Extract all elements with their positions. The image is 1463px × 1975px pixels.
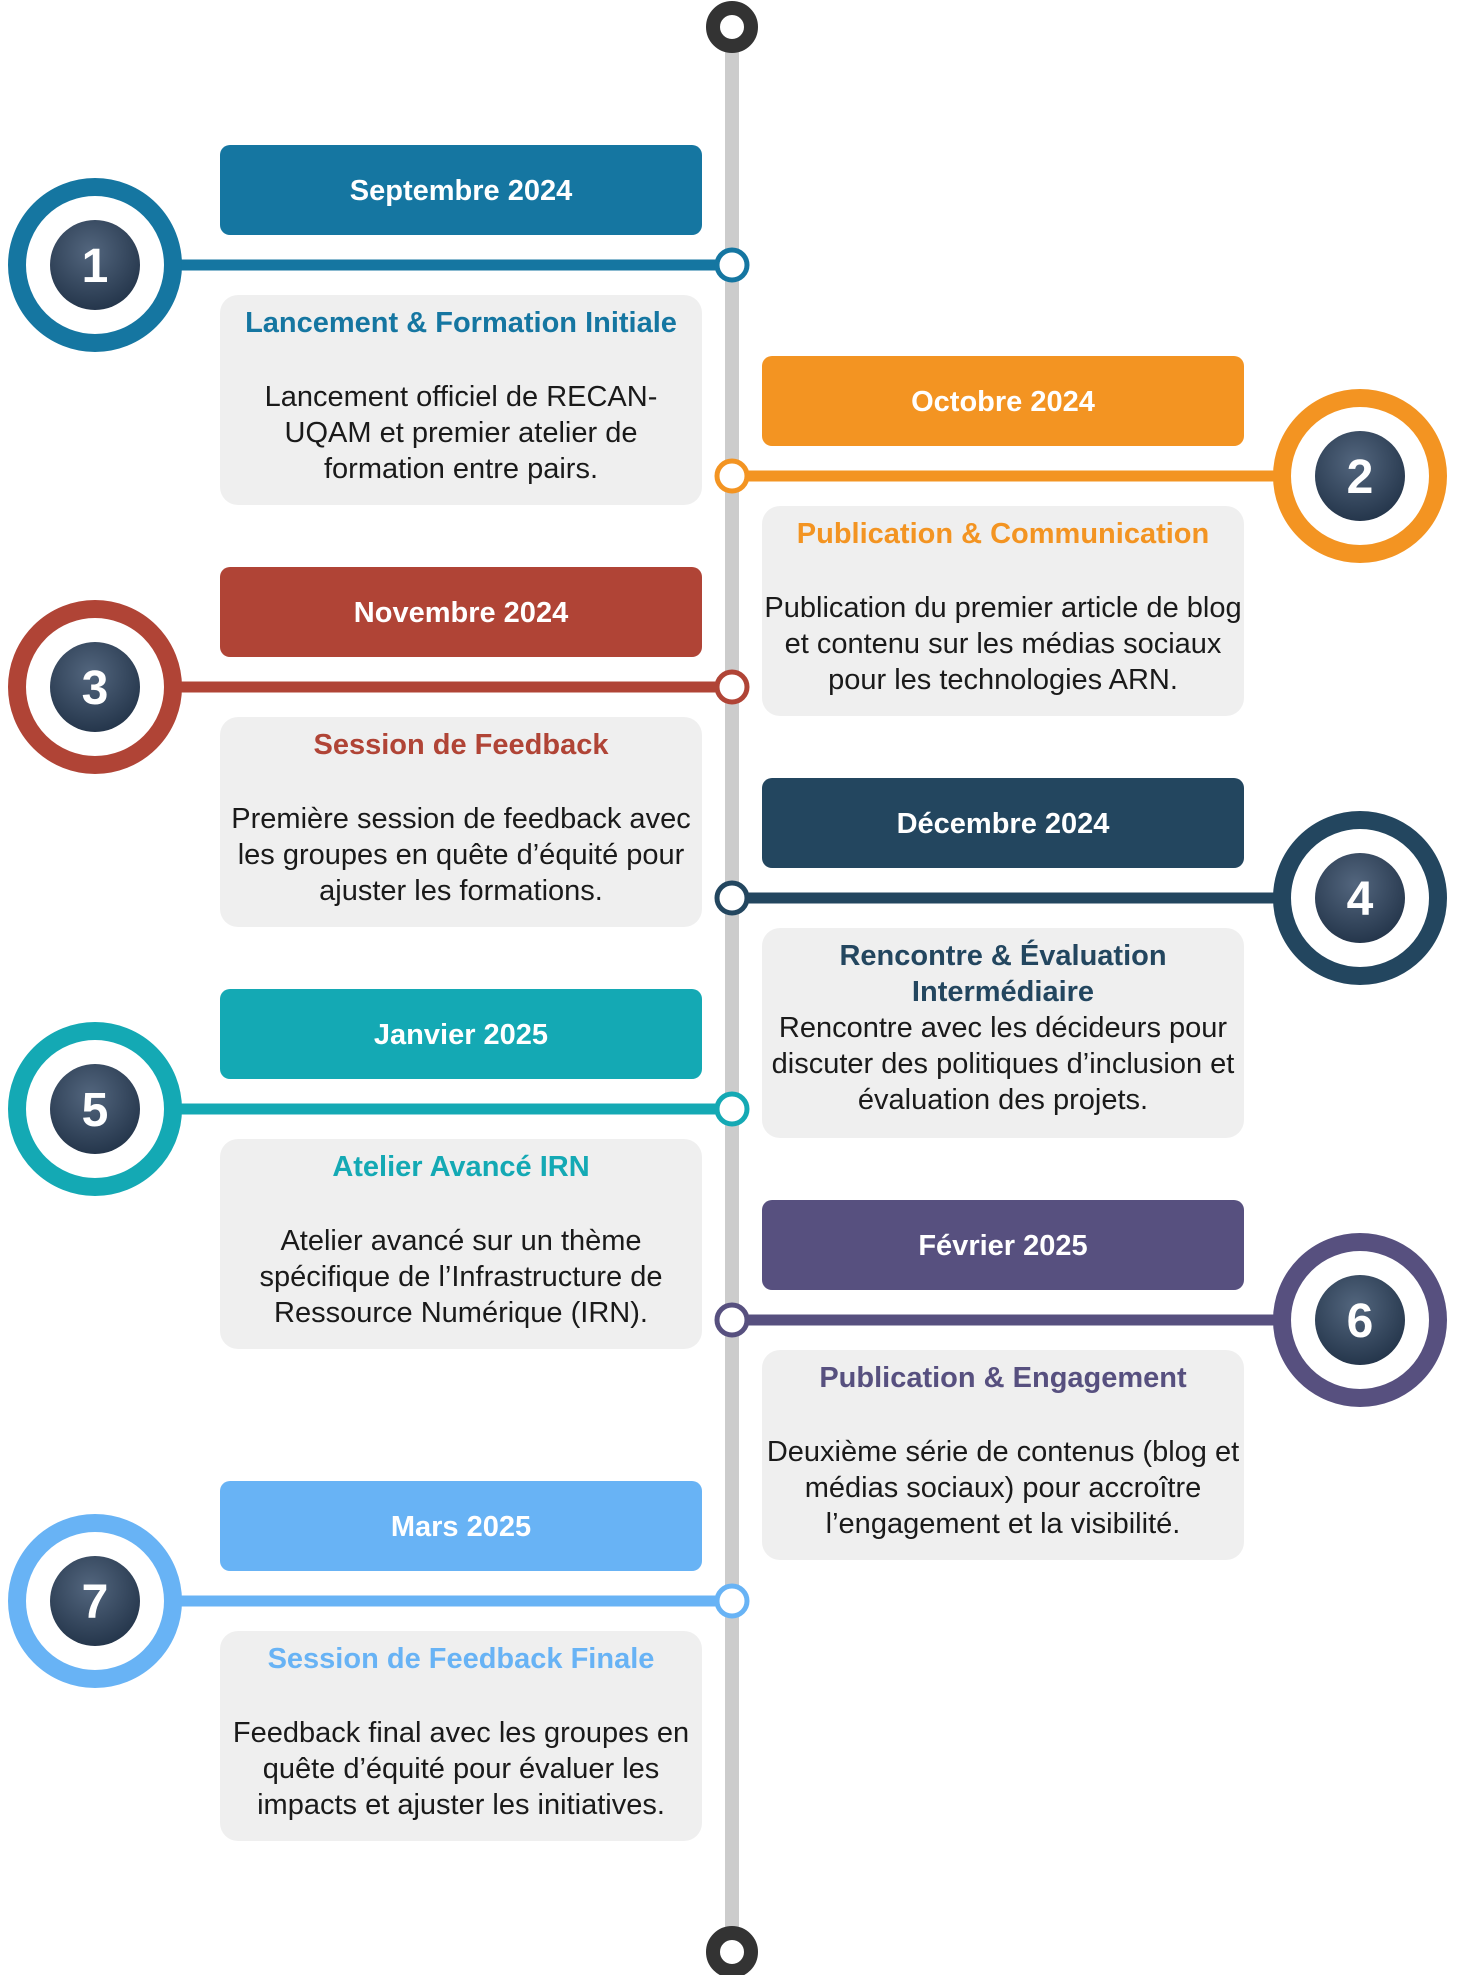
date-bar (220, 989, 702, 1079)
timeline-event-5: 5 Janvier 2025 (8, 989, 750, 1349)
content-card (220, 1631, 702, 1841)
timeline-event-2: 2 Octobre 2024 (714, 356, 1447, 716)
date-bar (762, 1200, 1244, 1290)
number-badge (1315, 853, 1405, 943)
date-label: Mars 2025 (391, 1511, 531, 1543)
event-title: Atelier Avancé IRN (332, 1151, 590, 1183)
number-badge (50, 1556, 140, 1646)
date-label: Octobre 2024 (911, 386, 1095, 418)
date-bar (220, 1481, 702, 1571)
timeline-event-4: 4 Décembre 2024 (714, 778, 1447, 1138)
spine-node (714, 1583, 750, 1619)
content-card (220, 1139, 702, 1349)
event-description: Deuxième série de contenus (blog et médi… (766, 1436, 1240, 1540)
date-label: Février 2025 (918, 1230, 1087, 1262)
number-label: 4 (1347, 873, 1374, 926)
event-title: Session de Feedback Finale (267, 1643, 655, 1675)
date-label: Septembre 2024 (350, 175, 572, 207)
spine-node (714, 1091, 750, 1127)
number-label: 1 (82, 240, 109, 293)
timeline-event-3: 3 Novembre 2024 (8, 567, 750, 927)
content-card (762, 1350, 1244, 1560)
number-label: 5 (82, 1084, 109, 1137)
timeline-event-7: 7 Mars 2025 (8, 1481, 750, 1841)
date-bar (762, 778, 1244, 868)
content-card (762, 506, 1244, 716)
event-title: Publication & Communication (796, 518, 1210, 550)
event-title: Lancement & Formation Initiale (245, 307, 677, 339)
spine-node (714, 1302, 750, 1338)
event-description: Feedback final avec les groupes en quête… (232, 1717, 690, 1821)
timeline-event-1: 1 Septembre 2024 (8, 145, 750, 505)
event-description: Publication du premier article de blog e… (764, 592, 1242, 696)
content-card (220, 717, 702, 927)
number-label: 3 (82, 662, 109, 715)
event-description: Première session de feedback avec les gr… (231, 803, 691, 907)
timeline-end-node (706, 1926, 758, 1975)
spine-node (714, 247, 750, 283)
timeline-event-6: 6 Février 2025 (714, 1200, 1447, 1560)
spine-node (714, 669, 750, 705)
number-label: 7 (82, 1576, 109, 1629)
number-badge (50, 1064, 140, 1154)
date-bar (220, 145, 702, 235)
number-badge (1315, 431, 1405, 521)
event-title: Rencontre & Évaluation Intermédiaire (839, 940, 1167, 1008)
date-label: Janvier 2025 (374, 1019, 548, 1051)
spine-node (714, 458, 750, 494)
timeline-start-node (706, 1, 758, 53)
number-label: 2 (1347, 451, 1374, 504)
date-bar (220, 567, 702, 657)
date-bar (762, 356, 1244, 446)
event-description: Lancement officiel de RECAN-UQAM et prem… (264, 381, 658, 485)
spine-node (714, 880, 750, 916)
event-title: Session de Feedback (313, 729, 609, 761)
date-label: Novembre 2024 (354, 597, 568, 629)
event-title: Publication & Engagement (819, 1362, 1187, 1394)
number-badge (50, 220, 140, 310)
event-description: Rencontre avec les décideurs pour discut… (771, 1012, 1235, 1116)
number-badge (1315, 1275, 1405, 1365)
content-card (762, 928, 1244, 1138)
content-card (220, 295, 702, 505)
number-label: 6 (1347, 1295, 1374, 1348)
event-description: Atelier avancé sur un thème spécifique d… (259, 1225, 663, 1329)
number-badge (50, 642, 140, 732)
date-label: Décembre 2024 (897, 808, 1110, 840)
